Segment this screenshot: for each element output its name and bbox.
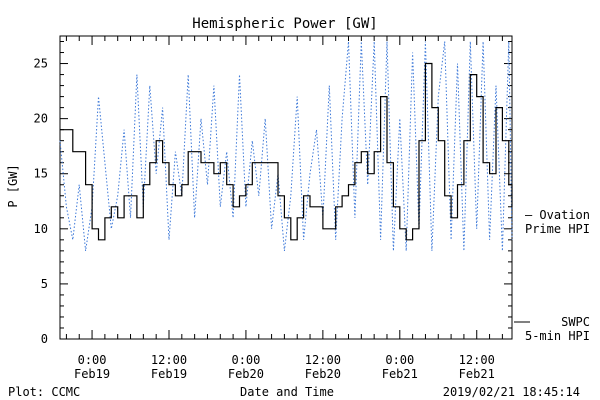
y-axis: 0 5 10 15 20 25 bbox=[34, 41, 512, 346]
x-tick-label-time: 12:00 bbox=[459, 353, 495, 367]
footer-credit: Plot: CCMC bbox=[8, 385, 80, 399]
y-tick-label: 25 bbox=[34, 57, 48, 71]
x-tick-label-time: 0:00 bbox=[78, 353, 107, 367]
chart-title: Hemispheric Power [GW] bbox=[192, 16, 377, 32]
x-tick-label-date: Feb21 bbox=[382, 367, 418, 381]
x-tick-label-time: 0:00 bbox=[385, 353, 414, 367]
x-tick-label-date: Feb20 bbox=[228, 367, 264, 381]
y-tick-label: 10 bbox=[34, 222, 48, 236]
x-tick-label-time: 12:00 bbox=[151, 353, 187, 367]
y-tick-label: 20 bbox=[34, 112, 48, 126]
x-tick-label-time: 12:00 bbox=[305, 353, 341, 367]
plot-timestamp: 2019/02/21 18:45:14 bbox=[443, 385, 580, 399]
y-tick-label: 15 bbox=[34, 167, 48, 181]
y-tick-label: 5 bbox=[41, 277, 48, 291]
x-tick-label-date: Feb21 bbox=[459, 367, 495, 381]
legend-label: Prime HPI bbox=[525, 222, 590, 236]
legend-label: SWPC bbox=[561, 315, 590, 329]
x-tick-label-date: Feb19 bbox=[151, 367, 187, 381]
x-tick-label-date: Feb19 bbox=[74, 367, 110, 381]
x-tick-label-date: Feb20 bbox=[305, 367, 341, 381]
legend-label: 5-min HPI bbox=[525, 329, 590, 343]
x-axis: 0:00Feb1912:00Feb190:00Feb2012:00Feb200:… bbox=[65, 36, 503, 381]
legend-label: — Ovation bbox=[525, 208, 590, 222]
y-axis-label: P [GW] bbox=[6, 164, 20, 207]
x-axis-label: Date and Time bbox=[240, 385, 334, 399]
series-layer bbox=[59, 41, 513, 251]
x-tick-label-time: 0:00 bbox=[231, 353, 260, 367]
series-line-swpc-5-min-hpi bbox=[60, 62, 513, 241]
y-tick-label: 0 bbox=[41, 332, 48, 346]
